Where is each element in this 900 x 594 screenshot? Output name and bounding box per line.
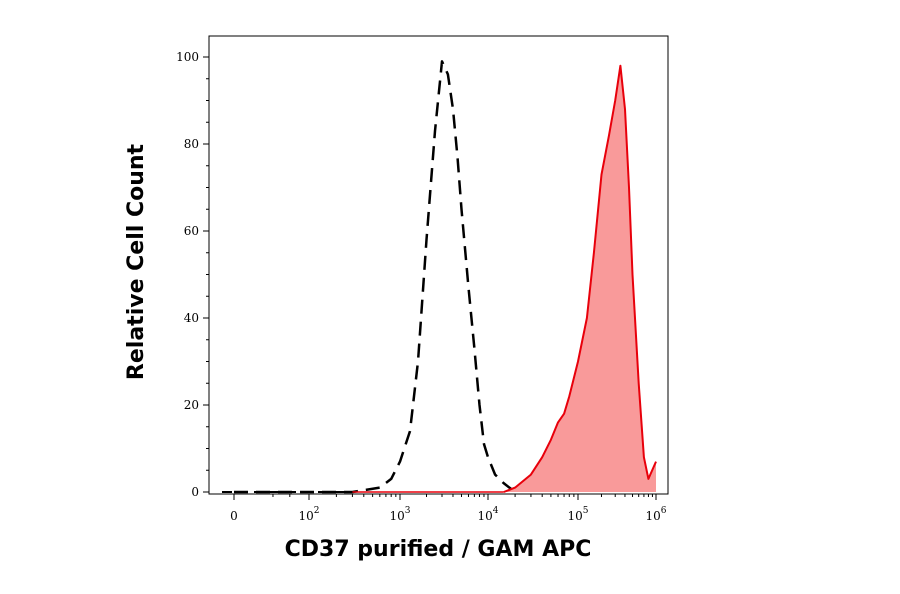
x-tick-label: 104 xyxy=(477,506,498,523)
x-tick-label: 103 xyxy=(389,506,410,523)
y-axis-title: Relative Cell Count xyxy=(124,143,149,380)
y-tick-label: 20 xyxy=(184,398,199,412)
series-1-area xyxy=(503,65,656,492)
y-tick-label: 80 xyxy=(184,137,199,151)
x-tick-label: 0 xyxy=(230,509,238,523)
series-layer xyxy=(222,60,657,494)
y-tick-label: 60 xyxy=(184,224,199,238)
axis-layer: 0 20 40 60 80 100 0 102 103 104 105 106 xyxy=(176,50,667,523)
series-1-line xyxy=(503,64,657,493)
series-0-line xyxy=(234,60,516,494)
y-tick-label: 40 xyxy=(184,311,199,325)
y-tick-label: 0 xyxy=(191,485,199,499)
plot-frame xyxy=(208,35,669,495)
x-tick-label: 106 xyxy=(645,506,666,523)
y-tick-label: 100 xyxy=(176,50,199,64)
x-axis-title: CD37 purified / GAM APC xyxy=(285,537,592,562)
x-tick-label: 105 xyxy=(567,506,588,523)
x-tick-label: 102 xyxy=(298,506,319,523)
